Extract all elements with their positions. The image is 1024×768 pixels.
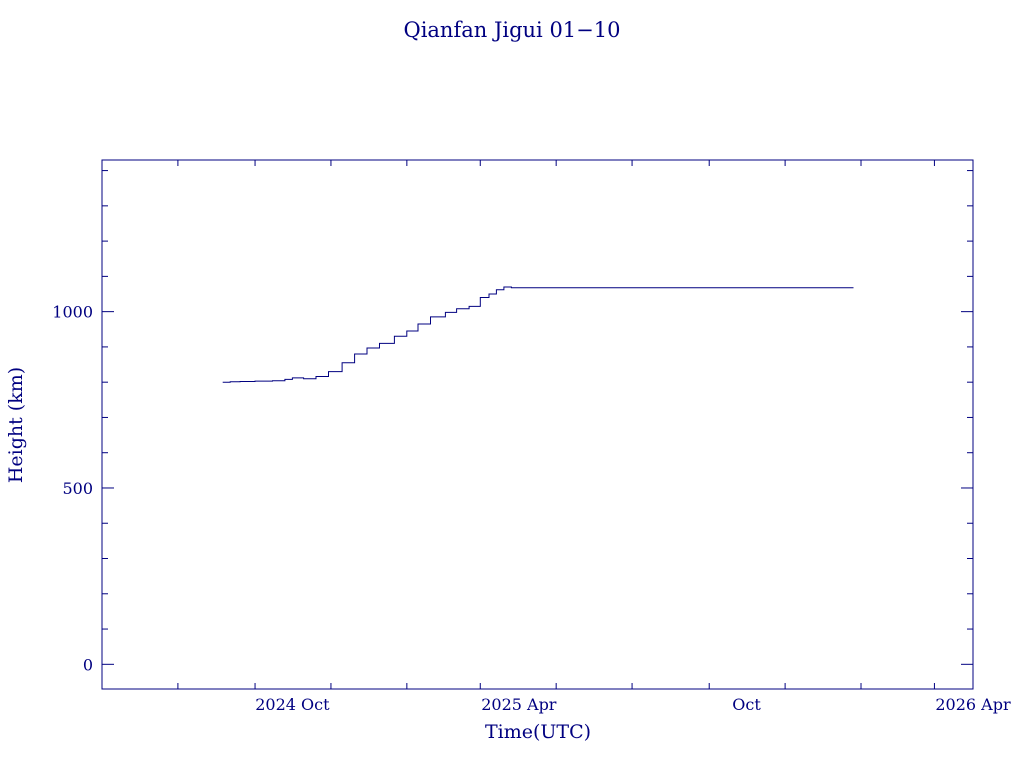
x-tick-label: Oct — [732, 695, 761, 714]
height-series-line — [222, 286, 854, 383]
x-tick-label: 2025 Apr — [481, 695, 557, 714]
y-tick-labels: 0 500 1000 — [52, 303, 93, 675]
y-axis-label: Height (km) — [5, 367, 27, 483]
x-tick-label: 2024 Oct — [255, 695, 330, 714]
x-axis-label: Time(UTC) — [485, 721, 591, 743]
chart-title: Qianfan Jigui 01−10 — [403, 18, 620, 42]
x-tick-label: 2026 Apr — [935, 695, 1011, 714]
y-tick-label: 0 — [83, 655, 93, 674]
plot-frame — [101, 159, 974, 690]
x-tick-labels: 2024 Oct 2025 Apr Oct 2026 Apr — [255, 695, 1011, 714]
axis-ticks — [102, 160, 973, 689]
y-tick-label: 500 — [62, 479, 93, 498]
y-tick-label: 1000 — [52, 303, 93, 322]
